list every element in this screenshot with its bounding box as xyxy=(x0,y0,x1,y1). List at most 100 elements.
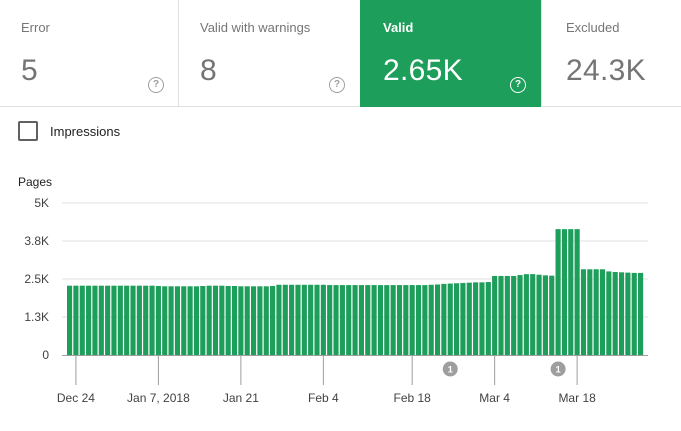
bar[interactable] xyxy=(561,229,568,355)
bar[interactable] xyxy=(593,269,599,355)
help-icon[interactable]: ? xyxy=(148,77,164,93)
bar[interactable] xyxy=(428,284,434,355)
bar[interactable] xyxy=(498,275,504,355)
annotation-marker[interactable] xyxy=(442,361,458,377)
bar[interactable] xyxy=(320,284,326,355)
bar[interactable] xyxy=(473,282,479,355)
bar[interactable] xyxy=(441,283,447,355)
bar[interactable] xyxy=(257,286,263,355)
bar[interactable] xyxy=(333,285,339,355)
bar[interactable] xyxy=(212,285,219,355)
bar[interactable] xyxy=(219,285,225,355)
bar[interactable] xyxy=(130,285,136,355)
bar[interactable] xyxy=(200,285,206,355)
bar[interactable] xyxy=(289,284,295,355)
bar[interactable] xyxy=(568,229,574,355)
bar[interactable] xyxy=(447,283,453,355)
bar[interactable] xyxy=(155,285,161,355)
bar[interactable] xyxy=(149,285,155,355)
bar[interactable] xyxy=(263,286,269,355)
bar[interactable] xyxy=(485,282,491,355)
bar[interactable] xyxy=(244,286,250,355)
bar[interactable] xyxy=(492,275,498,355)
bar[interactable] xyxy=(599,269,606,355)
bar[interactable] xyxy=(358,285,364,355)
bar[interactable] xyxy=(549,275,555,355)
bar[interactable] xyxy=(308,284,314,355)
bar[interactable] xyxy=(631,272,637,355)
bar[interactable] xyxy=(580,269,587,355)
help-icon[interactable]: ? xyxy=(510,77,526,93)
bar[interactable] xyxy=(174,286,180,355)
bar[interactable] xyxy=(295,284,301,355)
bar[interactable] xyxy=(384,285,390,355)
bar[interactable] xyxy=(79,285,85,355)
bar[interactable] xyxy=(314,284,320,355)
bar[interactable] xyxy=(187,286,193,355)
bar[interactable] xyxy=(587,269,593,355)
warnings-card[interactable]: Valid with warnings 8 ? xyxy=(179,0,360,107)
bar[interactable] xyxy=(225,285,231,355)
annotation-marker[interactable] xyxy=(550,361,566,377)
bar[interactable] xyxy=(124,285,130,355)
bar[interactable] xyxy=(111,285,117,355)
bar[interactable] xyxy=(574,229,580,355)
bar[interactable] xyxy=(555,229,561,355)
bar[interactable] xyxy=(193,286,200,355)
bar[interactable] xyxy=(276,284,282,355)
bar[interactable] xyxy=(454,283,460,355)
bar[interactable] xyxy=(105,285,111,355)
error-card[interactable]: Error 5 ? xyxy=(0,0,179,107)
bar[interactable] xyxy=(352,285,358,355)
bar[interactable] xyxy=(67,285,73,355)
bar[interactable] xyxy=(422,285,428,355)
bar[interactable] xyxy=(460,282,466,355)
impressions-toggle[interactable]: Impressions xyxy=(18,121,120,141)
bar[interactable] xyxy=(301,284,307,355)
bar[interactable] xyxy=(542,275,548,355)
bar[interactable] xyxy=(523,274,529,355)
bar[interactable] xyxy=(346,285,352,355)
bar[interactable] xyxy=(618,272,625,355)
bar[interactable] xyxy=(365,285,371,355)
bar[interactable] xyxy=(339,285,345,355)
bar[interactable] xyxy=(181,286,187,355)
bar[interactable] xyxy=(327,285,333,355)
bar[interactable] xyxy=(517,275,523,355)
bar[interactable] xyxy=(434,284,441,355)
bar[interactable] xyxy=(377,285,384,355)
excluded-card[interactable]: Excluded 24.3K xyxy=(541,0,681,107)
bar[interactable] xyxy=(403,285,409,355)
bar[interactable] xyxy=(371,285,377,355)
impressions-checkbox[interactable] xyxy=(18,121,38,141)
bar[interactable] xyxy=(143,285,149,355)
bar[interactable] xyxy=(206,285,212,355)
bar[interactable] xyxy=(98,285,104,355)
help-icon[interactable]: ? xyxy=(329,77,345,93)
bar[interactable] xyxy=(162,286,168,355)
valid-card[interactable]: Valid 2.65K ? xyxy=(360,0,541,107)
bar[interactable] xyxy=(92,285,98,355)
bar[interactable] xyxy=(625,272,631,355)
bar[interactable] xyxy=(238,286,244,355)
bar[interactable] xyxy=(73,285,79,355)
bar[interactable] xyxy=(250,286,257,355)
bar[interactable] xyxy=(136,285,142,355)
bar[interactable] xyxy=(270,285,276,355)
bar[interactable] xyxy=(612,272,618,355)
bar[interactable] xyxy=(409,285,415,355)
bar[interactable] xyxy=(466,282,472,355)
bar[interactable] xyxy=(168,286,174,355)
bar[interactable] xyxy=(390,285,396,355)
bar[interactable] xyxy=(504,275,510,355)
bar[interactable] xyxy=(511,275,517,355)
bar[interactable] xyxy=(606,271,612,355)
bar[interactable] xyxy=(530,274,536,355)
bar[interactable] xyxy=(231,285,238,355)
bar[interactable] xyxy=(396,285,403,355)
bar[interactable] xyxy=(282,284,288,355)
bar[interactable] xyxy=(536,274,542,355)
bar[interactable] xyxy=(415,285,422,355)
bar[interactable] xyxy=(117,285,123,355)
bar[interactable] xyxy=(479,282,485,355)
